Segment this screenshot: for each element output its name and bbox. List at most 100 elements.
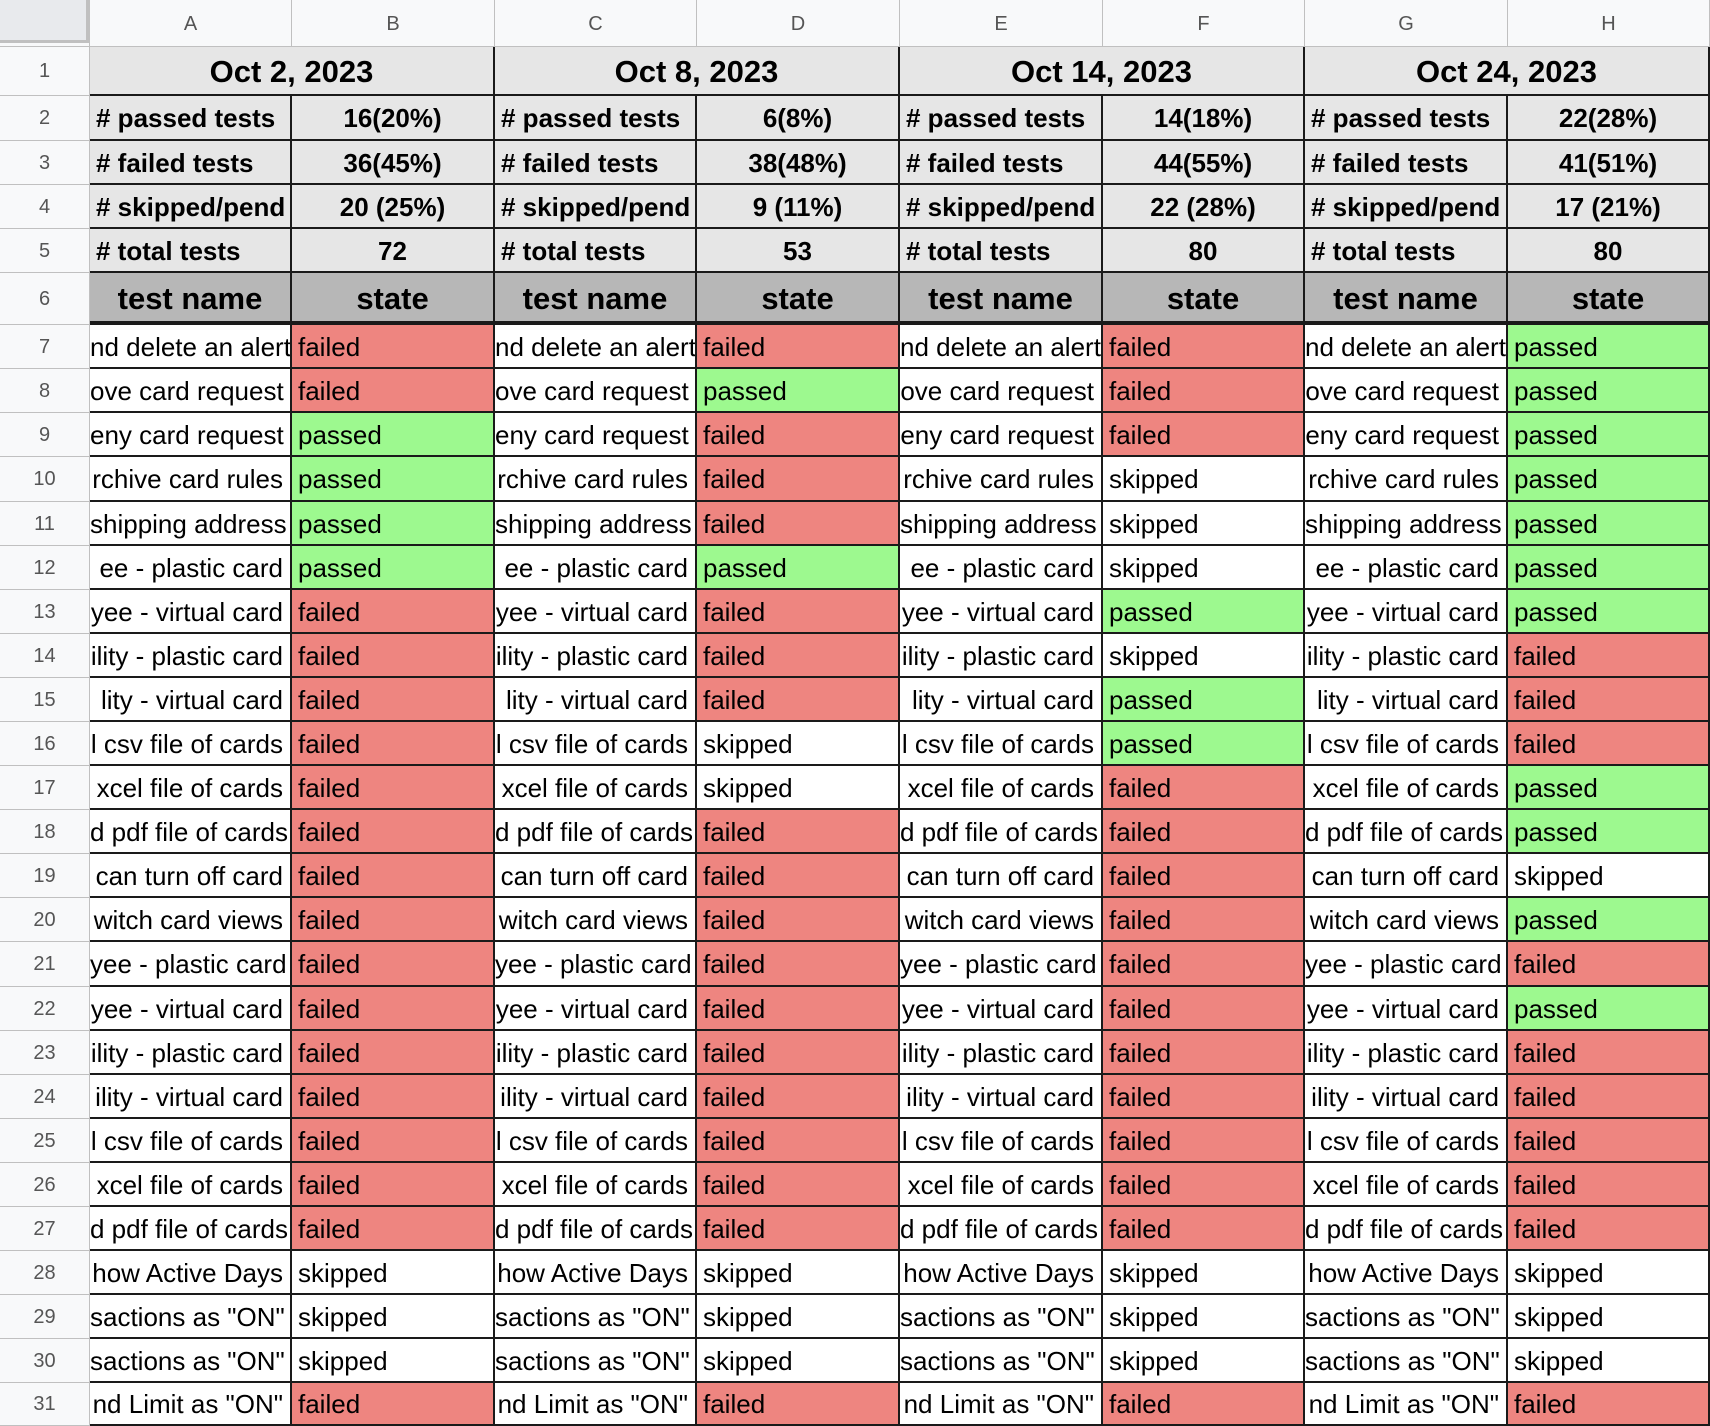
row-header-5[interactable]: 5 [0, 229, 90, 273]
column-header-a[interactable]: A [90, 0, 292, 47]
test-name-cell[interactable]: yee - virtual card [495, 987, 697, 1031]
test-name-cell[interactable]: sactions as "ON" [495, 1339, 697, 1383]
state-cell[interactable]: passed [1103, 722, 1305, 766]
test-name-cell[interactable]: yee - virtual card [90, 590, 292, 634]
row-header-23[interactable]: 23 [0, 1031, 90, 1075]
test-name-cell[interactable]: sactions as "ON" [90, 1295, 292, 1339]
state-cell[interactable]: passed [1508, 369, 1710, 413]
state-cell[interactable]: failed [697, 987, 900, 1031]
test-name-cell[interactable]: ove card request [1305, 369, 1508, 413]
stat-value[interactable]: 22(28%) [1508, 96, 1710, 141]
state-cell[interactable]: failed [1103, 413, 1305, 457]
state-cell[interactable]: failed [697, 413, 900, 457]
test-name-cell[interactable]: yee - plastic card [495, 942, 697, 987]
test-name-cell[interactable]: rchive card rules [900, 457, 1103, 502]
stat-label[interactable]: # failed tests [495, 141, 697, 185]
state-cell[interactable]: failed [292, 1207, 495, 1251]
state-cell[interactable]: passed [292, 502, 495, 546]
stat-label[interactable]: # total tests [900, 229, 1103, 273]
state-cell[interactable]: failed [1103, 810, 1305, 854]
test-name-cell[interactable]: witch card views [900, 898, 1103, 942]
test-name-cell[interactable]: eny card request [1305, 413, 1508, 457]
state-cell[interactable]: failed [697, 1163, 900, 1207]
state-cell[interactable]: passed [1508, 413, 1710, 457]
stat-label[interactable]: # failed tests [90, 141, 292, 185]
test-name-cell[interactable]: ility - plastic card [900, 634, 1103, 678]
test-name-cell[interactable]: d pdf file of cards [900, 1207, 1103, 1251]
state-cell[interactable]: failed [292, 634, 495, 678]
state-cell[interactable]: failed [697, 942, 900, 987]
test-name-cell[interactable]: ove card request [90, 369, 292, 413]
state-cell[interactable]: failed [697, 1075, 900, 1119]
test-name-cell[interactable]: shipping address [1305, 502, 1508, 546]
test-name-cell[interactable]: how Active Days [90, 1251, 292, 1295]
stat-value[interactable]: 80 [1103, 229, 1305, 273]
test-name-cell[interactable]: xcel file of cards [90, 1163, 292, 1207]
state-cell[interactable]: skipped [1508, 1295, 1710, 1339]
state-cell[interactable]: passed [1508, 457, 1710, 502]
test-name-header[interactable]: test name [900, 273, 1103, 325]
test-name-cell[interactable]: xcel file of cards [1305, 766, 1508, 810]
state-cell[interactable]: passed [1508, 546, 1710, 590]
state-cell[interactable]: passed [1508, 325, 1710, 369]
row-header-4[interactable]: 4 [0, 185, 90, 229]
state-header[interactable]: state [697, 273, 900, 325]
state-cell[interactable]: failed [292, 1383, 495, 1426]
state-cell[interactable]: failed [292, 854, 495, 898]
test-name-cell[interactable]: ee - plastic card [1305, 546, 1508, 590]
state-cell[interactable]: failed [292, 766, 495, 810]
test-name-cell[interactable]: nd delete an alert [1305, 325, 1508, 369]
stat-label[interactable]: # passed tests [1305, 96, 1508, 141]
state-cell[interactable]: failed [697, 810, 900, 854]
stat-value[interactable]: 14(18%) [1103, 96, 1305, 141]
state-cell[interactable]: skipped [292, 1251, 495, 1295]
row-header-21[interactable]: 21 [0, 942, 90, 987]
test-name-cell[interactable]: yee - virtual card [1305, 590, 1508, 634]
test-name-cell[interactable]: yee - virtual card [90, 987, 292, 1031]
stat-value[interactable]: 17 (21%) [1508, 185, 1710, 229]
test-name-cell[interactable]: d pdf file of cards [495, 1207, 697, 1251]
state-cell[interactable]: failed [1508, 1075, 1710, 1119]
row-header-16[interactable]: 16 [0, 722, 90, 766]
state-cell[interactable]: failed [1103, 766, 1305, 810]
state-cell[interactable]: failed [697, 590, 900, 634]
test-name-cell[interactable]: sactions as "ON" [900, 1339, 1103, 1383]
test-name-cell[interactable]: sactions as "ON" [90, 1339, 292, 1383]
test-name-cell[interactable]: lity - virtual card [90, 678, 292, 722]
stat-label[interactable]: # skipped/pend [900, 185, 1103, 229]
state-cell[interactable]: failed [697, 1119, 900, 1163]
column-header-d[interactable]: D [697, 0, 900, 47]
state-cell[interactable]: failed [1508, 942, 1710, 987]
row-header-8[interactable]: 8 [0, 369, 90, 413]
test-name-cell[interactable]: witch card views [90, 898, 292, 942]
test-name-cell[interactable]: ility - plastic card [900, 1031, 1103, 1075]
state-cell[interactable]: failed [1508, 1383, 1710, 1426]
test-name-cell[interactable]: d pdf file of cards [1305, 1207, 1508, 1251]
stat-value[interactable]: 53 [697, 229, 900, 273]
state-cell[interactable]: failed [697, 898, 900, 942]
row-header-10[interactable]: 10 [0, 457, 90, 502]
test-name-cell[interactable]: eny card request [900, 413, 1103, 457]
stat-value[interactable]: 72 [292, 229, 495, 273]
row-header-30[interactable]: 30 [0, 1339, 90, 1383]
state-cell[interactable]: passed [1508, 810, 1710, 854]
test-name-cell[interactable]: ility - plastic card [1305, 1031, 1508, 1075]
state-cell[interactable]: failed [1508, 634, 1710, 678]
test-name-cell[interactable]: xcel file of cards [900, 766, 1103, 810]
test-name-cell[interactable]: nd Limit as "ON" [90, 1383, 292, 1426]
test-name-cell[interactable]: can turn off card [495, 854, 697, 898]
row-header-3[interactable]: 3 [0, 141, 90, 185]
test-name-cell[interactable]: eny card request [90, 413, 292, 457]
column-header-h[interactable]: H [1508, 0, 1710, 47]
test-name-cell[interactable]: can turn off card [900, 854, 1103, 898]
test-name-header[interactable]: test name [1305, 273, 1508, 325]
stat-value[interactable]: 6(8%) [697, 96, 900, 141]
state-cell[interactable]: skipped [1103, 1339, 1305, 1383]
state-cell[interactable]: skipped [1508, 1251, 1710, 1295]
state-cell[interactable]: passed [292, 413, 495, 457]
state-cell[interactable]: failed [1103, 854, 1305, 898]
row-header-1[interactable]: 1 [0, 47, 90, 96]
state-cell[interactable]: skipped [1103, 546, 1305, 590]
state-cell[interactable]: failed [1103, 1207, 1305, 1251]
test-name-cell[interactable]: d pdf file of cards [900, 810, 1103, 854]
